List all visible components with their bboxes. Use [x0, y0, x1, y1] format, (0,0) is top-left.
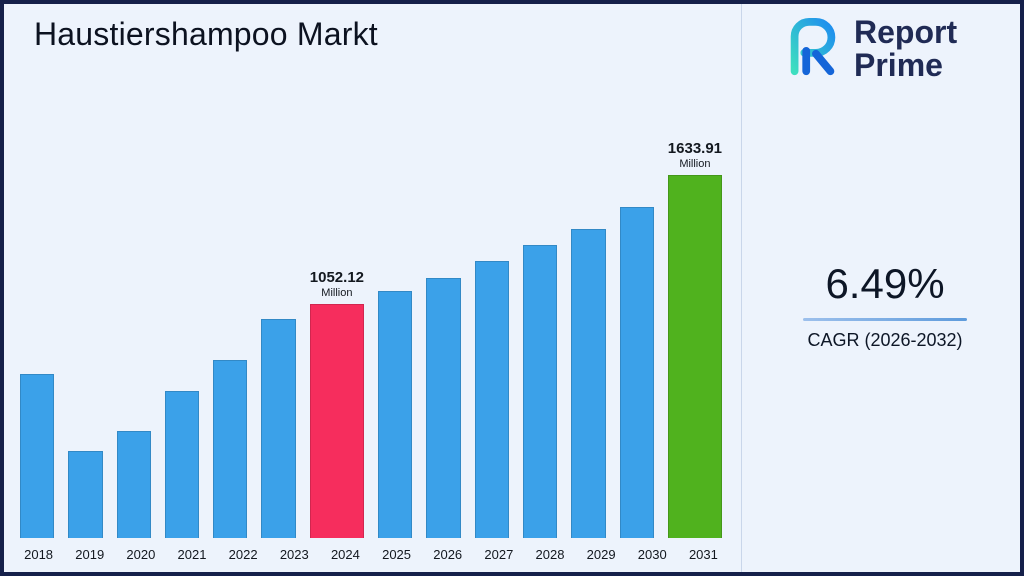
x-tick-label: 2025 — [382, 547, 412, 562]
x-tick-label: 2029 — [586, 547, 616, 562]
bar-column: 1633.91 Million — [667, 140, 723, 538]
cagr-block: 6.49% CAGR (2026-2032) — [744, 260, 1020, 351]
bar-2025 — [378, 291, 413, 538]
bar-2026 — [426, 278, 461, 538]
bar-2031 — [667, 175, 723, 538]
page-title: Haustiershampoo Markt — [34, 16, 378, 52]
cagr-underline — [803, 318, 967, 321]
bar-2023 — [261, 319, 296, 538]
cagr-value: 6.49% — [825, 260, 945, 307]
bar-2027 — [474, 261, 509, 538]
bar-value-number: 1633.91 — [667, 140, 723, 157]
x-tick-label: 2022 — [228, 547, 258, 562]
x-tick-label: 2020 — [126, 547, 156, 562]
bar-column — [261, 319, 296, 538]
report-prime-logo-icon — [782, 17, 844, 82]
x-tick-label: 2021 — [177, 547, 207, 562]
bar-2029 — [571, 229, 606, 538]
bar-column — [571, 229, 606, 538]
bar-value-unit: Million — [679, 158, 711, 170]
x-tick-label: 2028 — [535, 547, 565, 562]
bar-column — [20, 374, 55, 538]
x-tick-label: 2019 — [75, 547, 105, 562]
logo-word-prime: Prime — [854, 47, 943, 83]
bar-column — [164, 391, 200, 538]
bar-column — [474, 261, 509, 538]
bar-2021 — [164, 391, 200, 538]
bar-2019 — [68, 451, 103, 538]
bar-column — [68, 451, 103, 538]
bar-column — [619, 207, 654, 538]
bar-column — [378, 291, 413, 538]
bar-column — [213, 360, 248, 538]
bar-2028 — [522, 245, 558, 538]
x-axis-labels: 2018 2019 2020 2021 2022 2023 2024 2025 2026 2027… — [20, 547, 722, 562]
bar-column — [426, 278, 461, 538]
bar-2020 — [116, 431, 151, 538]
x-tick-label: 2018 — [24, 547, 54, 562]
bar-chart: 1052.12 Million 1633.91 Million — [20, 140, 723, 538]
vertical-divider — [741, 4, 742, 572]
bar-column: 1052.12 Million — [309, 269, 365, 538]
bar-value-label: 1633.91 Million — [668, 140, 722, 170]
x-tick-label: 2031 — [688, 547, 718, 562]
x-tick-label: 2027 — [484, 547, 514, 562]
bar-2030 — [619, 207, 654, 538]
x-tick-label: 2023 — [279, 547, 309, 562]
bar-2024 — [309, 304, 365, 538]
report-prime-logo-text: Report Prime — [854, 16, 957, 82]
bar-2022 — [213, 360, 248, 538]
report-prime-logo: Report Prime — [782, 16, 957, 82]
bar-column — [522, 245, 558, 538]
bar-value-label: 1052.12 Million — [310, 269, 364, 299]
x-tick-label: 2024 — [330, 547, 360, 562]
bar-2018 — [20, 374, 55, 538]
x-tick-label: 2026 — [433, 547, 463, 562]
bar-value-number: 1052.12 — [309, 269, 365, 286]
x-tick-label: 2030 — [637, 547, 667, 562]
logo-word-report: Report — [854, 14, 958, 50]
bar-column — [116, 431, 151, 538]
cagr-label: CAGR (2026-2032) — [807, 330, 963, 350]
bar-value-unit: Million — [321, 287, 353, 299]
